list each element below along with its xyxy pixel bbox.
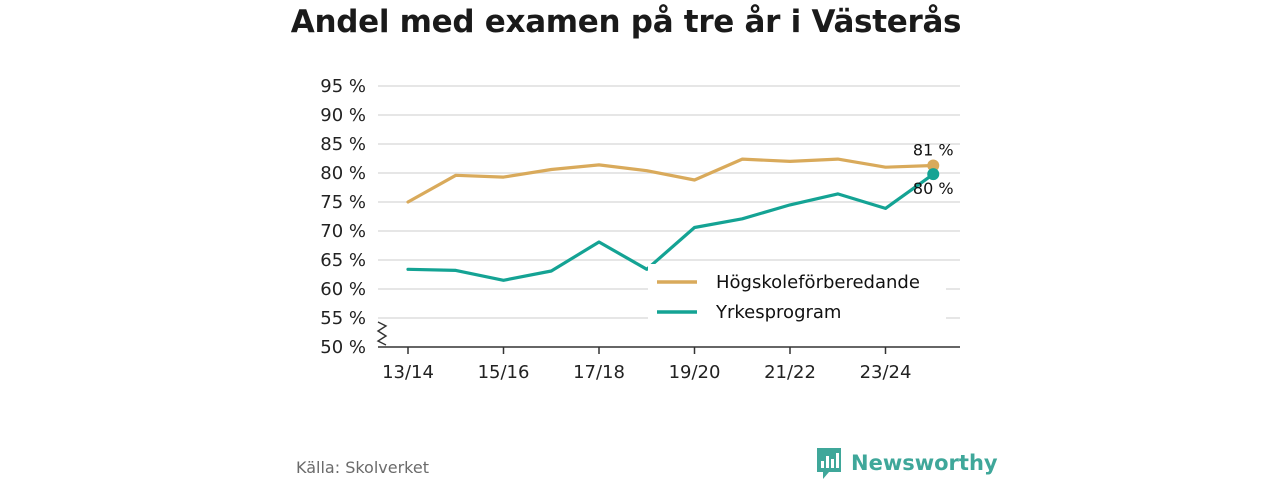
- y-tick-label: 85 %: [320, 134, 366, 155]
- y-tick-label: 75 %: [320, 192, 366, 213]
- y-tick-label: 50 %: [320, 337, 366, 358]
- series-line-0: [406, 157, 935, 204]
- legend-label-0: Högskoleförberedande: [716, 272, 920, 293]
- y-tick-label: 70 %: [320, 221, 366, 242]
- axis-break-marker: [376, 321, 388, 346]
- x-tick-label: 21/22: [764, 362, 816, 383]
- y-tick-label: 95 %: [320, 76, 366, 97]
- brand-name: Newsworthy: [851, 451, 998, 475]
- bar-chart-speech-bubble-icon: [817, 448, 841, 479]
- brand-logo: Newsworthy: [815, 446, 998, 480]
- legend-background: [648, 264, 946, 328]
- y-tick-label: 65 %: [320, 250, 366, 271]
- chart-title: Andel med examen på tre år i Västerås: [290, 4, 962, 40]
- x-tick-label: 15/16: [478, 362, 530, 383]
- end-value-label-1: 80 %: [913, 179, 954, 198]
- data-labels: 81 % 80 %: [913, 140, 954, 198]
- axes: 50 % 55 % 60 % 65 % 70 % 75 % 80 % 85 % 90 % 95 %…: [320, 76, 960, 383]
- x-tick-label: 19/20: [669, 362, 721, 383]
- y-tick-label: 80 %: [320, 163, 366, 184]
- x-tick-label: 23/24: [860, 362, 912, 383]
- source-text: Källa: Skolverket: [296, 458, 429, 477]
- series-end-point-0: [927, 159, 940, 172]
- y-tick-label: 55 %: [320, 308, 366, 329]
- end-value-label-0: 81 %: [913, 140, 954, 159]
- x-tick-label: 13/14: [382, 362, 434, 383]
- x-tick-label: 17/18: [573, 362, 625, 383]
- legend: Högskoleförberedande Yrkesprogram: [648, 264, 946, 328]
- series-end-point-1: [927, 168, 940, 181]
- y-tick-label: 90 %: [320, 105, 366, 126]
- series-line-1: [406, 172, 935, 282]
- legend-label-1: Yrkesprogram: [715, 302, 841, 323]
- series-lines: [406, 157, 940, 282]
- y-tick-label: 60 %: [320, 279, 366, 300]
